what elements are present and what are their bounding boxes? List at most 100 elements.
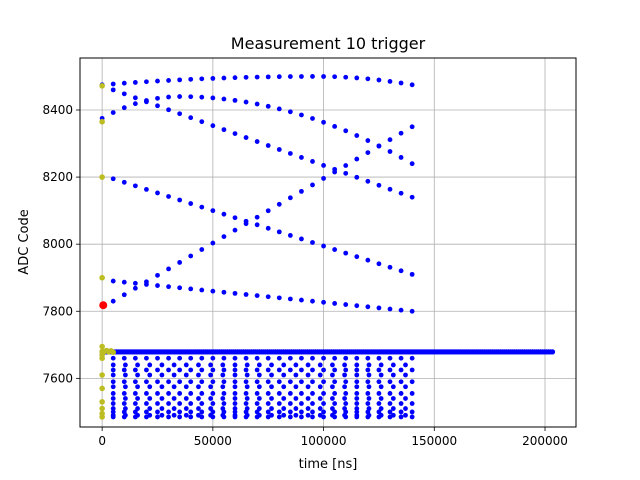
blue-data-point — [398, 190, 404, 196]
blue-data-point — [310, 367, 315, 373]
blue-data-point — [281, 372, 287, 378]
blue-data-point — [144, 79, 149, 85]
blue-data-point — [144, 391, 149, 396]
blue-data-point — [365, 414, 371, 420]
blue-data-point — [220, 384, 226, 390]
blue-data-point — [365, 367, 371, 373]
blue-data-point — [155, 355, 160, 361]
blue-data-point — [321, 243, 326, 249]
blue-data-point — [354, 396, 360, 401]
blue-data-point — [398, 409, 404, 415]
blue-data-point — [403, 384, 408, 390]
blue-data-point — [155, 283, 160, 288]
blue-data-point — [166, 367, 171, 373]
blue-data-point — [310, 74, 315, 79]
blue-data-point — [221, 289, 227, 295]
olive-data-point — [99, 399, 105, 405]
blue-data-point — [409, 124, 415, 130]
blue-data-point — [196, 362, 201, 368]
blue-data-point — [365, 150, 371, 156]
blue-data-point — [276, 391, 282, 396]
blue-data-point — [343, 170, 349, 176]
blue-data-point — [293, 396, 299, 401]
blue-data-point — [254, 367, 260, 373]
blue-data-point — [332, 123, 338, 129]
blue-data-point — [243, 292, 249, 297]
blue-data-point — [166, 107, 171, 113]
blue-data-point — [276, 74, 282, 80]
blue-data-point — [121, 401, 127, 406]
blue-data-point — [281, 396, 287, 401]
plot-frame — [79, 57, 577, 428]
blue-data-point — [390, 372, 396, 378]
blue-data-point — [354, 362, 360, 368]
blue-data-point — [188, 391, 194, 396]
blue-data-point — [232, 290, 238, 296]
blue-data-point — [398, 155, 404, 160]
blue-data-point — [354, 254, 360, 260]
blue-data-point — [232, 367, 238, 373]
blue-data-point — [409, 414, 415, 420]
blue-data-point — [403, 372, 408, 378]
blue-data-point — [287, 109, 293, 115]
blue-data-point — [378, 396, 384, 401]
blue-data-point — [232, 131, 238, 137]
blue-data-point — [199, 287, 205, 293]
blue-data-point — [210, 414, 216, 420]
blue-data-point — [293, 362, 299, 368]
blue-data-point — [276, 367, 282, 373]
blue-data-point — [221, 401, 227, 406]
blue-data-point — [110, 406, 116, 411]
blue-data-point — [121, 391, 127, 396]
blue-data-point — [376, 77, 382, 83]
blue-data-point — [144, 409, 149, 415]
blue-data-point — [254, 401, 260, 406]
blue-data-point — [310, 401, 315, 406]
blue-data-point — [305, 396, 311, 401]
x-axis-label: time [ns] — [299, 457, 358, 472]
blue-data-point — [276, 409, 282, 415]
blue-data-point — [265, 414, 271, 420]
blue-data-point — [287, 414, 293, 420]
blue-data-point — [398, 307, 404, 313]
blue-data-point — [199, 409, 205, 415]
blue-data-point — [135, 396, 140, 401]
blue-data-point — [243, 391, 249, 396]
blue-data-point — [132, 401, 138, 406]
blue-data-point — [332, 247, 338, 252]
blue-data-point — [221, 75, 227, 81]
blue-data-point — [321, 367, 326, 373]
blue-data-point — [199, 94, 205, 100]
blue-data-point — [343, 414, 349, 420]
olive-data-point — [99, 174, 105, 180]
blue-data-point — [265, 367, 271, 373]
blue-data-point — [144, 379, 149, 385]
blue-data-point — [276, 201, 282, 207]
blue-data-point — [409, 308, 415, 314]
blue-data-point — [366, 362, 372, 368]
blue-data-point — [269, 406, 274, 411]
blue-data-point — [305, 406, 311, 411]
blue-data-point — [332, 401, 338, 406]
blue-data-point — [403, 396, 408, 401]
blue-data-point — [159, 384, 165, 390]
blue-data-point — [210, 355, 216, 361]
blue-data-point — [199, 414, 205, 420]
blue-data-point — [387, 379, 393, 385]
blue-data-point — [232, 215, 238, 221]
blue-data-point — [398, 268, 404, 274]
blue-data-point — [188, 379, 194, 385]
blue-data-point — [210, 379, 216, 385]
blue-data-point — [210, 367, 216, 373]
blue-data-point — [354, 401, 360, 406]
blue-data-point — [110, 176, 116, 182]
blue-data-point — [376, 143, 382, 149]
blue-data-point — [354, 372, 360, 378]
blue-data-point — [183, 384, 189, 390]
blue-data-point — [121, 292, 127, 298]
blue-data-point — [409, 271, 415, 277]
blue-data-point — [403, 412, 408, 418]
blue-data-point — [232, 384, 238, 390]
blue-data-point — [305, 362, 311, 368]
blue-data-point — [132, 379, 138, 385]
